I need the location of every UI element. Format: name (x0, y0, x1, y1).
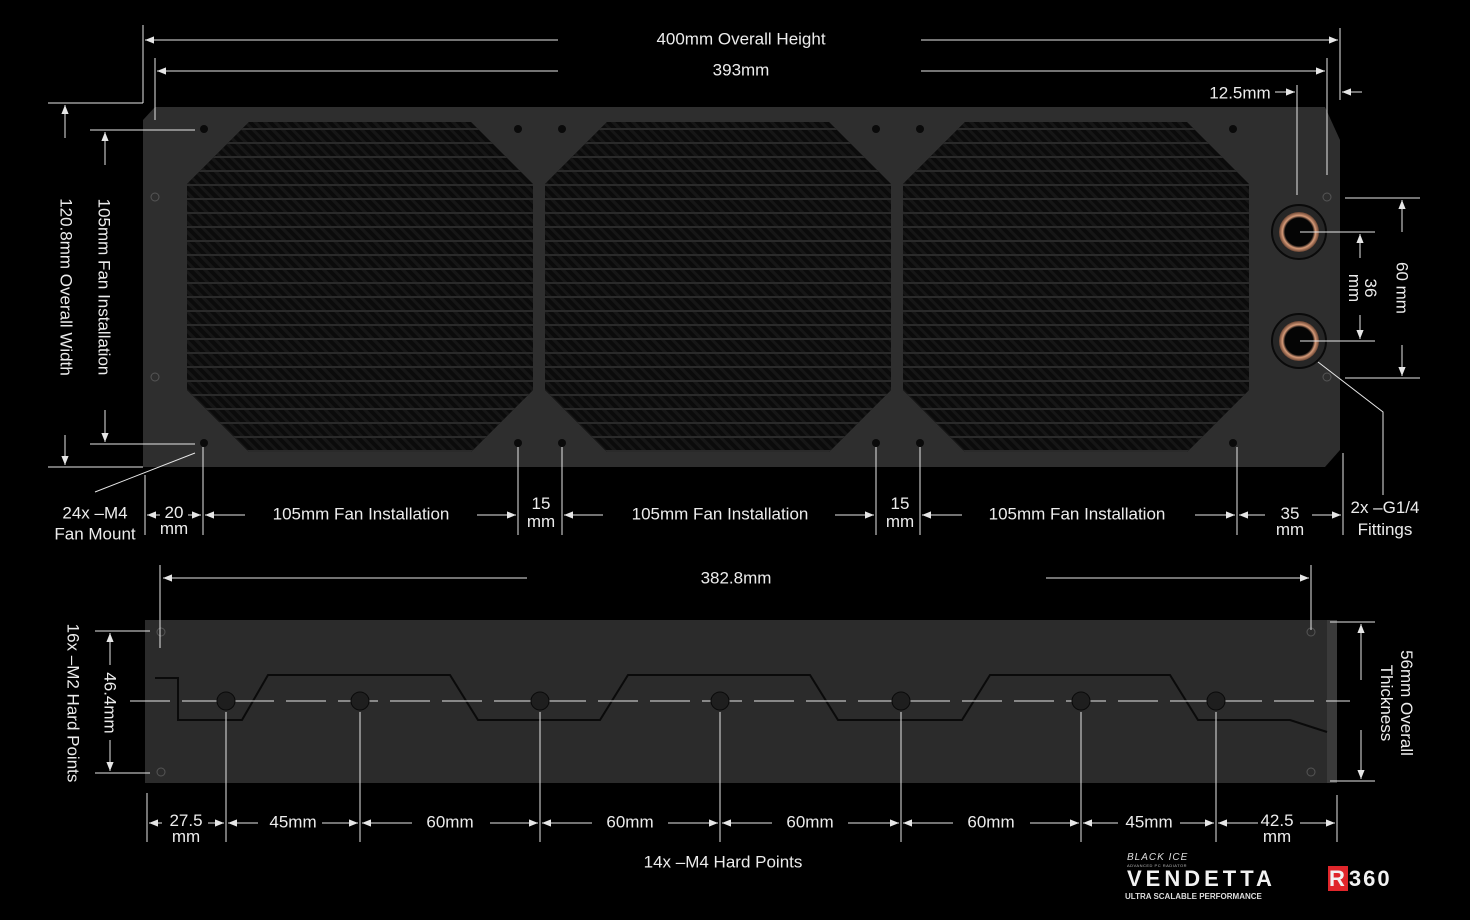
fittings-label: 2x –G1/4 Fittings (1350, 498, 1420, 539)
port-outer-spacing-label: 60 mm (1392, 262, 1412, 314)
spacing-label-2: 60mm (426, 812, 474, 832)
m2-screws-top (150, 192, 1332, 382)
logo-model-r: R (1328, 866, 1348, 891)
logo-brand-sub: ADVANCED PC RADIATOR (1127, 863, 1188, 868)
fan-install-3-label: 105mm Fan Installation (988, 504, 1166, 524)
fan-mount-count: 24x –M4 (62, 503, 128, 523)
m4-hard-points (216, 691, 1226, 711)
port-spacing-unit: mm (1345, 273, 1364, 303)
right-margin-unit: mm (1275, 520, 1305, 539)
fan-install-vertical-label: 105mm Fan Installation (94, 198, 114, 376)
fan-grille-2 (545, 122, 891, 452)
left-margin-label: 20 mm (159, 503, 189, 538)
logo-brand: BLACK ICE (1127, 852, 1189, 863)
overall-width-label: 120.8mm Overall Width (56, 198, 76, 376)
spacing-label-1: 45mm (269, 812, 317, 832)
fan-grille-3 (903, 122, 1249, 452)
port-spacing-num: 36 (1361, 278, 1380, 298)
gap-1-num: 15 (531, 494, 551, 513)
thickness-line1: 56mm Overall (1397, 650, 1416, 756)
gap-1-label: 15 mm (526, 494, 556, 531)
logo-model: R360 (1328, 866, 1393, 891)
right-margin-label: 35 mm (1275, 504, 1305, 539)
logo-model-num: 360 (1348, 866, 1392, 891)
gap-2-num: 15 (890, 494, 910, 513)
fittings-text: Fittings (1357, 520, 1413, 539)
spacing-label-3: 60mm (606, 812, 654, 832)
fan-mount-holes (200, 125, 1237, 447)
spacing-label-6: 45mm (1125, 812, 1173, 832)
fan-install-1-label: 105mm Fan Installation (272, 504, 450, 524)
thickness-label: 56mm Overall Thickness (1376, 650, 1416, 756)
spacing-label-0: 27.5 mm (169, 811, 203, 846)
right-margin-num: 35 (1280, 504, 1300, 523)
spacing-label-5: 60mm (967, 812, 1015, 832)
gap-1-unit: mm (526, 512, 556, 531)
left-margin-unit: mm (159, 519, 189, 538)
m2-spacing-label: 46.4mm (100, 672, 120, 734)
g14-fittings (1271, 204, 1327, 369)
side-length-label: 382.8mm (700, 568, 772, 588)
spacing-label-7: 42.5 mm (1260, 811, 1294, 846)
inner-length-label: 393mm (712, 60, 770, 80)
gap-2-unit: mm (885, 512, 915, 531)
tank-profile (155, 674, 1328, 733)
spacing-unit: mm (1262, 827, 1292, 846)
left-margin-num: 20 (164, 503, 184, 522)
vendetta-logo: BLACK ICE ADVANCED PC RADIATOR VENDETTA … (1125, 850, 1425, 905)
spacing-label-4: 60mm (786, 812, 834, 832)
spacing-unit: mm (171, 827, 201, 846)
logo-tagline: ULTRA SCALABLE PERFORMANCE (1125, 892, 1262, 901)
spacing-num: 27.5 (169, 811, 203, 830)
spacing-num: 42.5 (1260, 811, 1294, 830)
gap-2-label: 15 mm (885, 494, 915, 531)
fan-install-2-label: 105mm Fan Installation (631, 504, 809, 524)
m4-hard-points-label: 14x –M4 Hard Points (643, 852, 803, 872)
fittings-count: 2x –G1/4 (1350, 498, 1420, 517)
overall-height-label: 400mm Overall Height (656, 29, 826, 49)
dimension-lines (48, 25, 1420, 842)
fan-mount-text: Fan Mount (54, 524, 136, 544)
thickness-line2: Thickness (1377, 664, 1396, 742)
logo-product: VENDETTA (1127, 866, 1276, 891)
end-offset-label: 12.5mm (1209, 83, 1271, 103)
port-spacing-label: 36 mm (1345, 273, 1380, 303)
m2-screws-side (156, 627, 1316, 777)
m2-hard-points-label: 16x –M2 Hard Points (63, 623, 83, 783)
fan-grille-1 (187, 122, 533, 452)
fan-mount-label: 24x –M4 Fan Mount (54, 503, 136, 544)
